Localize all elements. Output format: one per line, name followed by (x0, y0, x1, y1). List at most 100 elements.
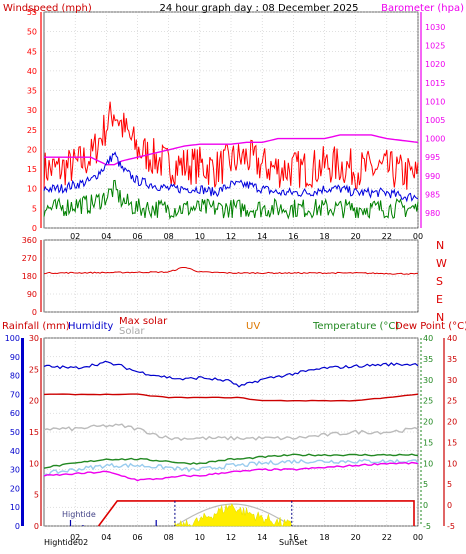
dew-point-line (43, 461, 419, 482)
barometer-line (44, 134, 419, 166)
barometer-axis-title: Barometer (hpa) (381, 3, 464, 14)
dew-point-tick-label: 5 (447, 480, 452, 489)
wind-x-tick-label: 12 (226, 232, 236, 241)
temperature-tick-label: -5 (423, 522, 431, 531)
rainfall-tick-label: 25 (29, 365, 39, 374)
rainfall-tick-label: 0 (34, 522, 39, 531)
direction-y-tick-label: 270 (22, 254, 37, 263)
wind-average-line (43, 151, 419, 203)
barometer-y-tick-label: 1010 (425, 97, 445, 106)
dew-point-tick-label: 40 (447, 334, 457, 343)
legend-dew-point: Dew Point (°C) (395, 321, 466, 332)
wind-x-tick-label: 06 (132, 232, 142, 241)
temperature-tick-label: 40 (423, 334, 433, 343)
barometer-y-tick-label: 1005 (425, 116, 445, 125)
humidity-tick-label: 0 (15, 522, 20, 531)
wind-y-tick-label: 0 (32, 224, 37, 233)
wind-y-tick-label: 45 (27, 47, 37, 56)
direction-y-tick-label: 0 (32, 308, 37, 317)
barometer-y-axis: 980 985 990 995 1000 1005 1010 1015 1020 1025 1030 (420, 12, 445, 228)
dew-point-tick-label: 15 (447, 438, 457, 447)
conditions-x-tick-label: 20 (351, 533, 361, 542)
barometer-y-tick-label: 985 (425, 190, 440, 199)
max-solar-curve (174, 503, 293, 527)
compass-label: N (436, 311, 444, 324)
rainfall-tick-label: 20 (29, 397, 39, 406)
humidity-line (43, 360, 419, 388)
wind-x-tick-label: 14 (257, 232, 267, 241)
humidity-axis-bar (21, 338, 24, 526)
legend-temperature: Temperature (°C) (312, 321, 399, 332)
direction-y-tick-label: 360 (22, 236, 37, 245)
wind-axis-title: Windspeed (mph) (3, 3, 92, 14)
conditions-x-axis: 02 04 06 08 10 12 14 16 18 20 22 00 (70, 533, 423, 542)
direction-series (43, 267, 418, 275)
wind-y-tick-label: 40 (27, 67, 37, 76)
rainfall-accumulation-line (97, 500, 415, 527)
wind-x-axis: 02 04 06 08 10 12 14 16 18 20 22 00 (70, 232, 423, 241)
tide-label-top: Hightide (62, 510, 96, 519)
conditions-x-tick-label: 10 (195, 533, 205, 542)
humidity-tick-label: 50 (10, 428, 20, 437)
conditions-x-tick-label: 22 (382, 533, 392, 542)
humidity-tick-label: 60 (10, 409, 20, 418)
temperature-tick-label: 15 (423, 438, 433, 447)
humidity-tick-label: 100 (5, 334, 20, 343)
barometer-y-tick-label: 1020 (425, 60, 445, 69)
apparent-temperature-line (43, 458, 419, 476)
wind-x-tick-label: 10 (195, 232, 205, 241)
dew-point-tick-label: 35 (447, 355, 457, 364)
rainfall-tick-label: 30 (29, 334, 39, 343)
wind-y-tick-label: 20 (27, 145, 37, 154)
wind-y-axis: 0 5 10 15 20 25 30 35 40 45 50 55 (27, 8, 42, 233)
humidity-tick-label: 10 (10, 503, 20, 512)
barometer-y-tick-label: 1030 (425, 23, 445, 32)
humidity-tick-label: 90 (10, 353, 20, 362)
barometer-y-tick-label: 1015 (425, 79, 445, 88)
dew-point-tick-label: -5 (447, 522, 455, 531)
temperature-tick-label: 10 (423, 459, 433, 468)
wind-x-tick-label: 22 (382, 232, 392, 241)
conditions-axes: 0102030405060708090100051015202530-50510… (5, 334, 457, 531)
legend-rainfall: Rainfall (mm) (2, 321, 70, 332)
barometer-y-tick-label: 1000 (425, 135, 445, 144)
wind-x-tick-label: 08 (164, 232, 174, 241)
direction-y-axis: 0 90 180 270 360 (22, 236, 42, 317)
compass-label: N (436, 239, 444, 252)
barometer-y-tick-label: 990 (425, 172, 440, 181)
wind-series (43, 101, 419, 220)
temperature-tick-label: 25 (423, 397, 433, 406)
temperature-tick-label: 20 (423, 418, 433, 427)
tide-value: 02 (78, 538, 88, 547)
rainfall-line (43, 393, 419, 402)
conditions-x-tick-label: 16 (288, 533, 298, 542)
conditions-series (43, 360, 419, 527)
humidity-tick-label: 20 (10, 484, 20, 493)
tide-label-bottom: Hightide (44, 538, 78, 547)
legend-uv: UV (246, 321, 260, 332)
wind-y-tick-label: 35 (27, 87, 37, 96)
compass-label: W (436, 257, 447, 270)
conditions-x-tick-label: 08 (164, 533, 174, 542)
wind-y-tick-label: 5 (32, 204, 37, 213)
temperature-line (43, 453, 419, 469)
direction-y-tick-label: 90 (27, 290, 37, 299)
temperature-tick-label: 30 (423, 376, 433, 385)
solar-line (43, 423, 419, 441)
wind-y-tick-label: 30 (27, 106, 37, 115)
wind-y-tick-label: 10 (27, 185, 37, 194)
wind-x-tick-label: 00 (413, 232, 423, 241)
dew-point-tick-label: 0 (447, 501, 452, 510)
wind-y-tick-label: 15 (27, 165, 37, 174)
barometer-y-tick-label: 980 (425, 209, 440, 218)
temperature-tick-label: 0 (423, 501, 428, 510)
direction-grid (44, 239, 419, 313)
rainfall-tick-label: 5 (34, 491, 39, 500)
conditions-x-tick-label: 02 (70, 533, 80, 542)
humidity-tick-label: 80 (10, 372, 20, 381)
conditions-x-tick-label: 14 (257, 533, 267, 542)
humidity-tick-label: 70 (10, 390, 20, 399)
barometer-y-tick-label: 995 (425, 153, 440, 162)
conditions-x-tick-label: 12 (226, 533, 236, 542)
